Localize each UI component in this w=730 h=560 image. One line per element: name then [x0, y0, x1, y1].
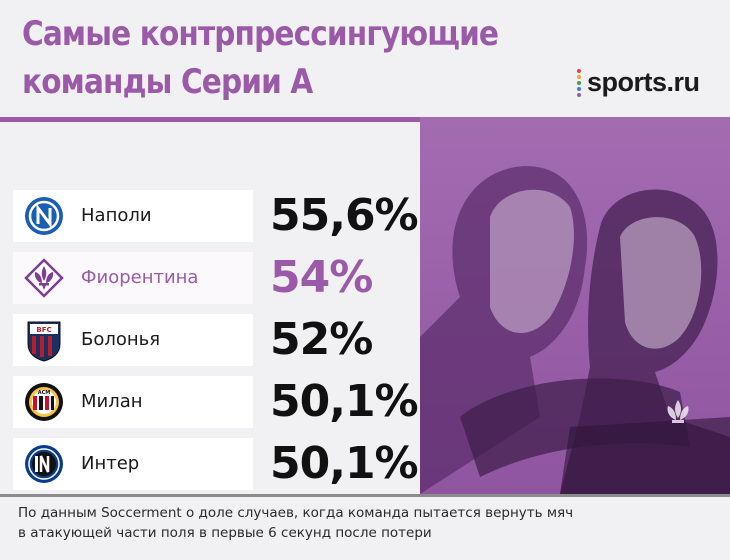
svg-text:ACM: ACM [38, 390, 51, 396]
svg-text:BFC: BFC [36, 326, 51, 334]
logo-dot [577, 81, 581, 85]
team-name: Наполи [81, 205, 152, 226]
logo-text: sports.ru [587, 66, 700, 97]
players-photo [420, 117, 730, 494]
table-row: Фиорентина 54% [0, 248, 420, 308]
team-name: Болонья [81, 329, 161, 350]
table-row: Интер 50,1% [0, 434, 420, 494]
napoli-crest-icon [22, 194, 66, 238]
team-name: Интер [81, 453, 140, 474]
logo-dots-icon [574, 66, 584, 98]
footnote-line-2: в атакующей части поля в первые 6 секунд… [18, 525, 432, 541]
players-silhouette-icon [420, 166, 730, 494]
team-value: 50,1% [270, 438, 419, 489]
top-divider [0, 117, 420, 122]
team-value: 50,1% [270, 376, 419, 427]
inter-crest-icon [22, 442, 66, 486]
fiorentina-lily-icon [22, 256, 66, 300]
table-row: Наполи 55,6% [0, 186, 420, 246]
logo-dot [577, 75, 581, 79]
team-value: 54% [270, 252, 373, 303]
sports-ru-logo[interactable]: sports.ru [574, 66, 700, 98]
bologna-crest-icon: BFC [22, 318, 66, 362]
footnote: По данным Soccerment о доле случаев, ког… [18, 503, 718, 543]
team-name: Фиорентина [81, 267, 199, 288]
title-line-2: команды Серии А [22, 62, 313, 102]
table-row: ACM Милан 50,1% [0, 372, 420, 432]
team-value: 52% [270, 314, 373, 365]
table-row: BFC Болонья 52% [0, 310, 420, 370]
logo-dot [577, 87, 581, 91]
logo-dot [577, 93, 581, 97]
team-value: 55,6% [270, 190, 419, 241]
page-title: Самые контрпрессингующие команды Серии А [22, 10, 499, 106]
title-line-1: Самые контрпрессингующие [22, 14, 499, 54]
team-name: Милан [81, 391, 143, 412]
bottom-divider [0, 494, 730, 497]
footnote-line-1: По данным Soccerment о доле случаев, ког… [18, 505, 574, 521]
logo-dot [577, 69, 581, 73]
milan-crest-icon: ACM [22, 380, 66, 424]
